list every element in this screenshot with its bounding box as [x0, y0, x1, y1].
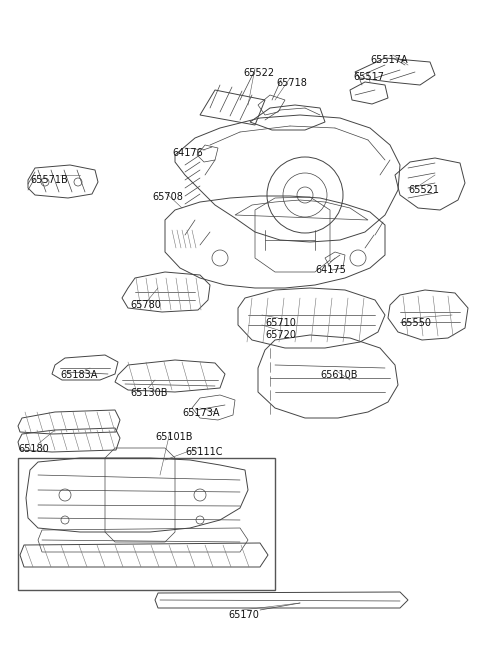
Text: 65517: 65517	[353, 72, 384, 82]
Text: 64176: 64176	[172, 148, 203, 158]
Text: 65101B: 65101B	[155, 432, 192, 442]
Text: 65521: 65521	[408, 185, 439, 195]
Text: 65710: 65710	[265, 318, 296, 328]
Text: 65111C: 65111C	[185, 447, 223, 457]
Text: 65517A: 65517A	[370, 55, 408, 65]
Text: 65718: 65718	[276, 78, 307, 88]
Text: 65720: 65720	[265, 330, 296, 340]
Text: 65610B: 65610B	[320, 370, 358, 380]
Text: 65708: 65708	[152, 192, 183, 202]
Text: 65183A: 65183A	[60, 370, 97, 380]
Text: 65550: 65550	[400, 318, 431, 328]
Text: 65180: 65180	[18, 444, 49, 454]
Text: 65170: 65170	[228, 610, 259, 620]
Text: 64175: 64175	[315, 265, 346, 275]
Text: 65130B: 65130B	[130, 388, 168, 398]
Text: 65522: 65522	[243, 68, 274, 78]
Text: 65780: 65780	[130, 300, 161, 310]
Text: 65571B: 65571B	[30, 175, 68, 185]
Text: 65173A: 65173A	[182, 408, 219, 418]
